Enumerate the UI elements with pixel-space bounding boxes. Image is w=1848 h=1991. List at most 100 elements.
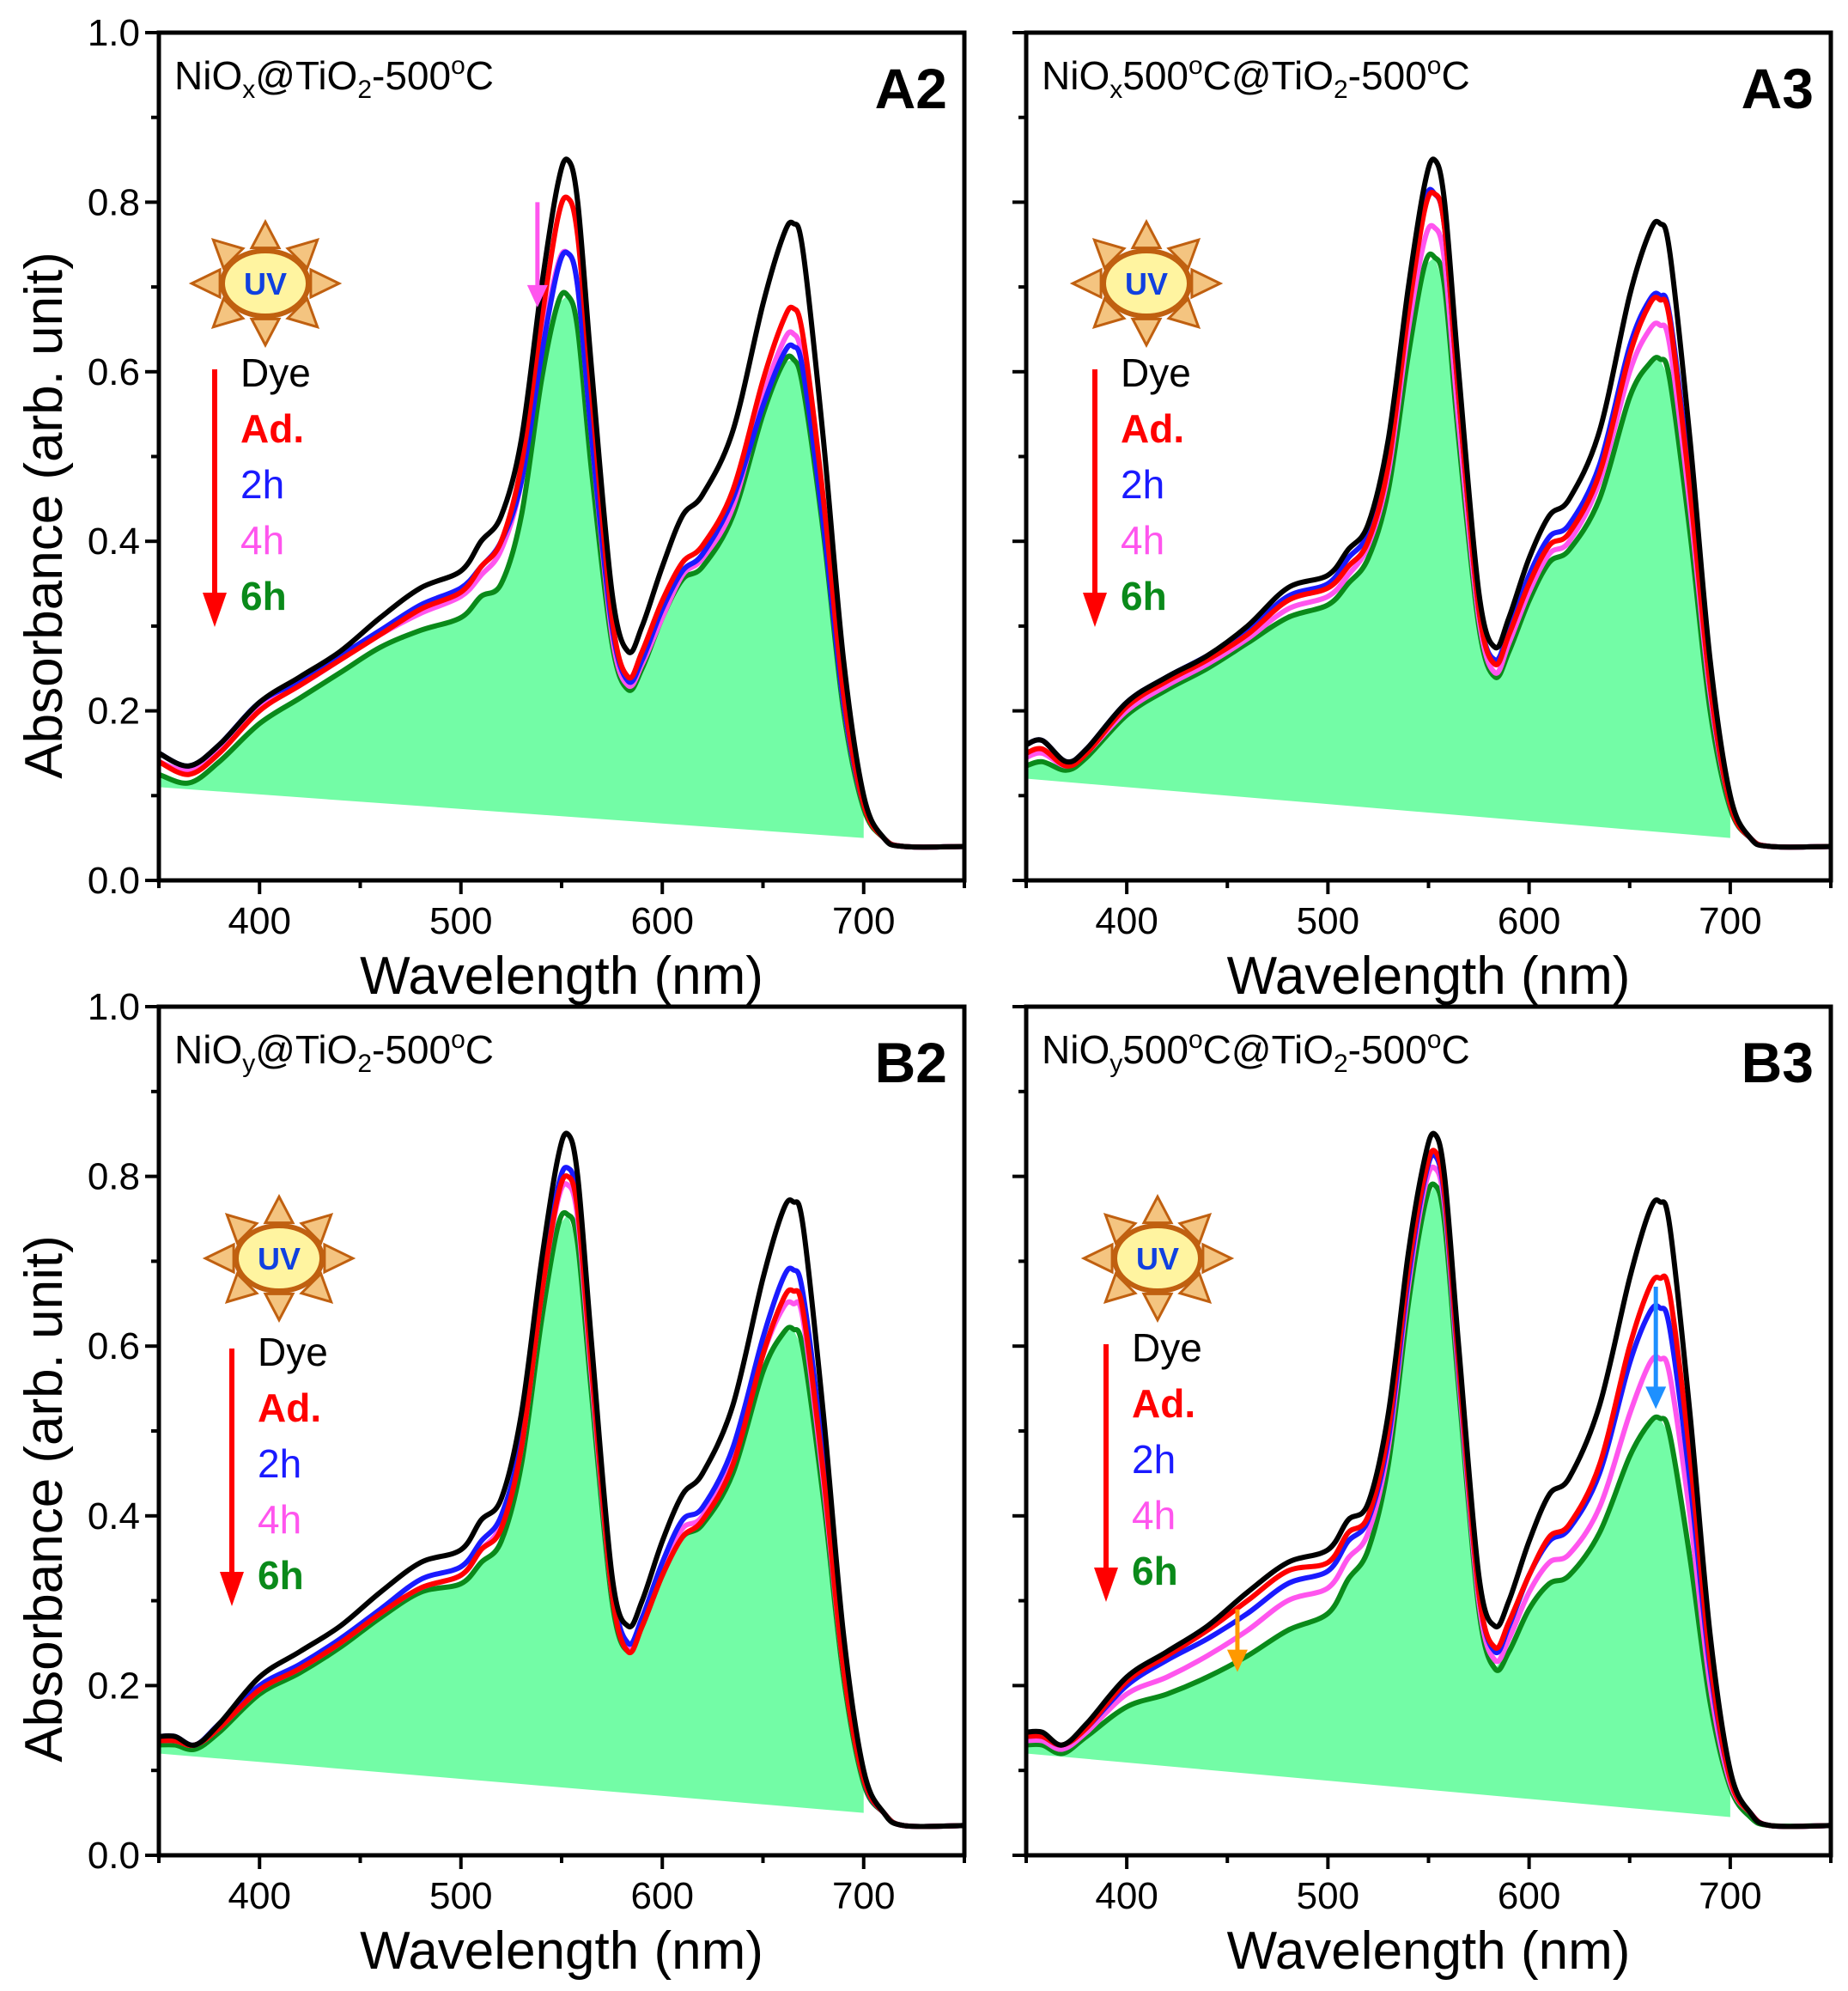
sun-ray [1166,237,1201,271]
sun-ray [299,1271,334,1305]
sample-title-part: NiO [1042,1027,1109,1072]
sun-ray [1141,1292,1174,1323]
sun-ray [1103,1212,1138,1245]
uv-sun-icon: UV [202,1194,356,1323]
panel-label: B2 [875,1031,947,1094]
sun-ray [1177,1271,1213,1305]
sun-ray [202,1242,235,1275]
legend-entry-4h: 4h [258,1497,301,1542]
y-tick-label: 0.4 [88,1495,140,1537]
sun-core [220,248,311,319]
legend-entry-ad: Ad. [1121,406,1184,451]
y-tick-label: 1.0 [88,12,140,54]
sample-title-part: @TiO [255,53,357,98]
y-tick-label: 0.6 [88,351,140,393]
x-tick-label: 700 [832,1875,895,1917]
sun-ray [285,237,320,271]
sun-ray [1069,267,1103,300]
sample-title-part: x [242,76,255,104]
uv-label: UV [1125,266,1168,301]
legend-entry-2h: 2h [258,1441,301,1486]
legend-arrow-head [1083,593,1107,627]
sample-title-part: y [242,1050,255,1078]
y-tick-label: 0.2 [88,691,140,733]
x-tick-label: 400 [228,1875,291,1917]
x-tick-label: 700 [1699,900,1761,942]
x-tick-label: 500 [1297,1875,1359,1917]
x-tick-label: 600 [1498,900,1560,942]
sample-title-part: 500 [1122,53,1188,98]
legend-entry-dye: Dye [240,350,311,395]
sun-ray [249,219,282,250]
sun-ray [210,237,246,271]
legend-entry-ad: Ad. [240,406,304,451]
legend-entry-4h: 4h [1132,1493,1176,1537]
sample-title-part: o [451,52,465,80]
legend-entry-2h: 2h [1121,462,1164,507]
series-line-dye [1025,1130,1832,1830]
x-tick-label: 400 [1095,1875,1158,1917]
sun-ray [1166,296,1201,330]
x-tick-label: 600 [1498,1875,1560,1917]
sample-title-part: -500 [1348,1027,1427,1072]
sun-ray [309,267,343,300]
legend-arrow-head [1094,1568,1118,1602]
x-tick-label: 400 [228,900,291,942]
legend-entry-ad: Ad. [258,1385,321,1430]
y-tick-label: 0.8 [88,181,140,223]
sample-title-part: x [1109,76,1122,104]
sun-ray [263,1194,295,1225]
sample-title-part: y [1109,1050,1122,1078]
x-tick-label: 500 [1297,900,1359,942]
sample-title-part: -500 [372,53,451,98]
x-tick-label: 400 [1095,900,1158,942]
fill-area [1026,257,1730,838]
sun-ray [323,1242,356,1275]
legend-entry-dye: Dye [258,1330,328,1374]
x-tick-label: 500 [429,1875,492,1917]
series-line-dye [1024,156,1832,850]
y-tick-label: 0.0 [88,860,140,902]
x-axis-title: Wavelength (nm) [360,1921,763,1981]
legend-entry-4h: 4h [1121,518,1164,563]
uv-label: UV [1136,1241,1179,1276]
legend-entry-4h: 4h [240,518,284,563]
legend-entry-dye: Dye [1132,1325,1202,1370]
sun-ray [1103,1271,1138,1305]
sample-title-part: 2 [357,1050,372,1078]
uv-sun-icon: UV [1080,1194,1235,1323]
sample-title-part: NiO [174,53,242,98]
panel-a2: 400 500 600 700 0.0 0.2 0.4 0.6 0.8 1.0 Wavelength… [88,12,967,1006]
sun-ray [210,296,246,330]
legend-arrow-head [203,593,227,627]
sun-ray [1190,267,1224,300]
y-tick-label: 0.2 [88,1665,140,1707]
legend-entry-6h: 6h [240,574,287,618]
sample-title-part: o [1427,1026,1442,1054]
fill-area [159,295,864,838]
series-line-dye [158,1130,965,1830]
sample-title: NiOx500oC@TiO2-500oC [1042,52,1470,104]
sample-title: NiOy500oC@TiO2-500oC [1042,1026,1470,1078]
legend-entry-dye: Dye [1121,350,1191,395]
sample-title-part: @TiO [255,1027,357,1072]
sample-title-part: -500 [1348,53,1427,98]
sample-title-part: -500 [372,1027,451,1072]
x-tick-label: 600 [631,1875,694,1917]
sun-ray [224,1271,259,1305]
sample-title-part: C [1441,1027,1469,1072]
sample-title-part: NiO [1042,53,1109,98]
y-axis-title-top: Absorbance (arb. unit) [15,252,74,778]
sun-core [234,1223,325,1294]
x-axis-title: Wavelength (nm) [1227,947,1631,1006]
sample-title-part: 500 [1122,1027,1188,1072]
x-tick-label: 700 [1699,1875,1761,1917]
sun-core [1112,1223,1203,1294]
panel-label: B3 [1742,1031,1814,1094]
sample-title: NiOy@TiO2-500oC [174,1026,494,1078]
uv-label: UV [244,266,287,301]
sun-ray [1130,219,1163,250]
sample-title-part: C@TiO [1203,1027,1334,1072]
